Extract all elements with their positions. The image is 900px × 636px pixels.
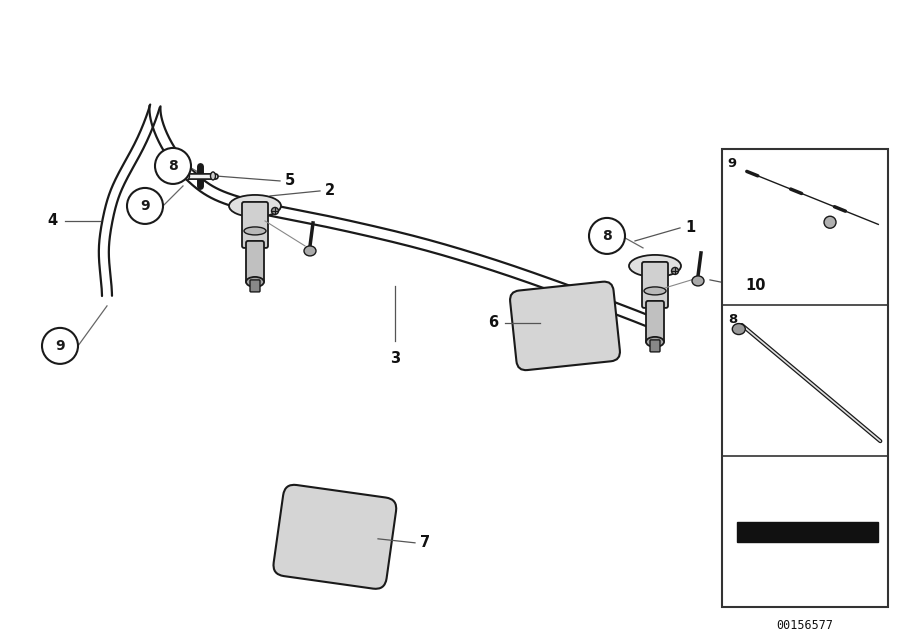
Ellipse shape — [824, 216, 836, 228]
Text: 8: 8 — [602, 229, 612, 243]
Ellipse shape — [692, 276, 704, 286]
Text: 8: 8 — [168, 159, 178, 173]
Text: 3: 3 — [390, 351, 400, 366]
Ellipse shape — [246, 277, 264, 287]
Ellipse shape — [244, 227, 266, 235]
Text: 8: 8 — [728, 313, 737, 326]
Ellipse shape — [671, 267, 679, 274]
FancyBboxPatch shape — [274, 485, 396, 589]
Text: 4: 4 — [48, 214, 58, 228]
FancyBboxPatch shape — [510, 282, 620, 370]
Ellipse shape — [629, 255, 681, 277]
Ellipse shape — [272, 207, 278, 214]
Bar — [722, 149, 888, 607]
FancyBboxPatch shape — [642, 262, 668, 308]
Text: 9: 9 — [140, 199, 149, 213]
Ellipse shape — [211, 172, 215, 180]
Ellipse shape — [229, 195, 281, 217]
FancyBboxPatch shape — [650, 340, 660, 352]
Ellipse shape — [733, 324, 745, 335]
Ellipse shape — [184, 172, 190, 180]
Circle shape — [42, 328, 78, 364]
Polygon shape — [737, 522, 878, 542]
Circle shape — [589, 218, 625, 254]
Text: 9: 9 — [728, 157, 737, 170]
Circle shape — [155, 148, 191, 184]
Text: 5: 5 — [285, 174, 295, 188]
Text: 9: 9 — [55, 339, 65, 353]
Text: 2: 2 — [325, 183, 335, 198]
FancyBboxPatch shape — [242, 202, 268, 248]
Text: 1: 1 — [685, 221, 695, 235]
FancyBboxPatch shape — [246, 241, 264, 283]
Text: 7: 7 — [420, 536, 430, 550]
Ellipse shape — [304, 246, 316, 256]
FancyBboxPatch shape — [250, 280, 260, 292]
FancyBboxPatch shape — [646, 301, 664, 343]
Text: 00156577: 00156577 — [777, 619, 833, 632]
Text: 6: 6 — [488, 315, 498, 330]
Circle shape — [127, 188, 163, 224]
Ellipse shape — [644, 287, 666, 295]
Ellipse shape — [646, 337, 664, 347]
Text: 10: 10 — [745, 279, 766, 293]
